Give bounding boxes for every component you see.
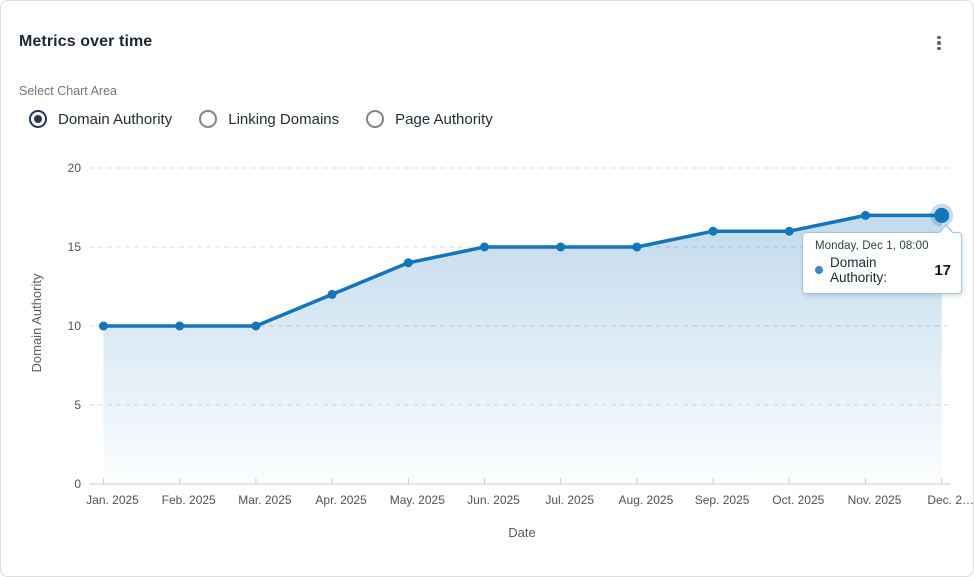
tooltip-value: 17 [934, 261, 951, 279]
data-point[interactable] [556, 242, 566, 252]
data-point[interactable] [175, 321, 185, 331]
data-point[interactable] [480, 242, 489, 252]
tooltip-row: Domain Authority: 17 [815, 255, 951, 285]
radio-circle-icon [199, 110, 218, 128]
y-axis-title: Domain Authority [29, 273, 44, 372]
radio-page-authority[interactable]: Page Authority [366, 110, 493, 128]
x-axis-title: Date [508, 525, 535, 540]
area-fill [103, 215, 942, 484]
x-tick-label: Nov. 2025 [848, 493, 902, 507]
x-tick-label: Dec. 2… [927, 493, 974, 507]
x-tick-label: Jul. 2025 [545, 493, 594, 507]
y-tick-label: 5 [74, 398, 81, 412]
radio-circle-icon [29, 110, 47, 128]
radio-label: Linking Domains [228, 110, 340, 128]
data-point[interactable] [99, 321, 108, 331]
x-tick-label: Aug. 2025 [619, 493, 674, 507]
radio-linking-domains[interactable]: Linking Domains [199, 110, 339, 128]
x-tick-label: Apr. 2025 [315, 493, 367, 507]
radio-circle-icon [366, 110, 385, 128]
data-point[interactable] [708, 226, 718, 236]
data-point-hovered[interactable] [934, 207, 950, 223]
page-title: Metrics over time [19, 33, 153, 50]
x-tick-label: Feb. 2025 [162, 493, 216, 507]
series-line [101, 213, 944, 328]
data-point[interactable] [861, 210, 870, 220]
data-point[interactable] [403, 258, 413, 268]
data-point[interactable] [632, 242, 642, 252]
card-header: Metrics over time [1, 1, 973, 63]
kebab-menu-icon[interactable] [931, 34, 947, 52]
select-chart-area-label: Select Chart Area [19, 84, 117, 98]
radio-label: Domain Authority [58, 110, 173, 128]
data-point[interactable] [784, 226, 794, 236]
tooltip-series-label: Domain Authority: [830, 255, 888, 285]
series-marker-icon [815, 266, 823, 274]
radio-label: Page Authority [395, 110, 493, 128]
x-tick-label: Mar. 2025 [238, 493, 292, 507]
y-tick-label: 20 [68, 161, 82, 175]
tooltip-date: Monday, Dec 1, 08:00 [815, 240, 929, 252]
chart-tooltip: Monday, Dec 1, 08:00 Domain Authority: 1… [802, 224, 962, 294]
data-point[interactable] [327, 289, 337, 299]
y-tick-label: 10 [68, 319, 82, 333]
x-tick-label: Oct. 2025 [772, 493, 824, 507]
y-tick-label: 0 [74, 477, 81, 491]
y-tick-label: 15 [68, 240, 82, 254]
radio-domain-authority[interactable]: Domain Authority [29, 110, 172, 128]
chart-area-radio-group: Domain Authority Linking Domains Page Au… [29, 110, 493, 128]
data-point[interactable] [251, 321, 261, 331]
x-tick-label: Jun. 2025 [467, 493, 520, 507]
x-tick-label: Sep. 2025 [695, 493, 750, 507]
x-tick-label: May. 2025 [390, 493, 445, 507]
x-tick-label: Jan. 2025 [86, 493, 139, 507]
